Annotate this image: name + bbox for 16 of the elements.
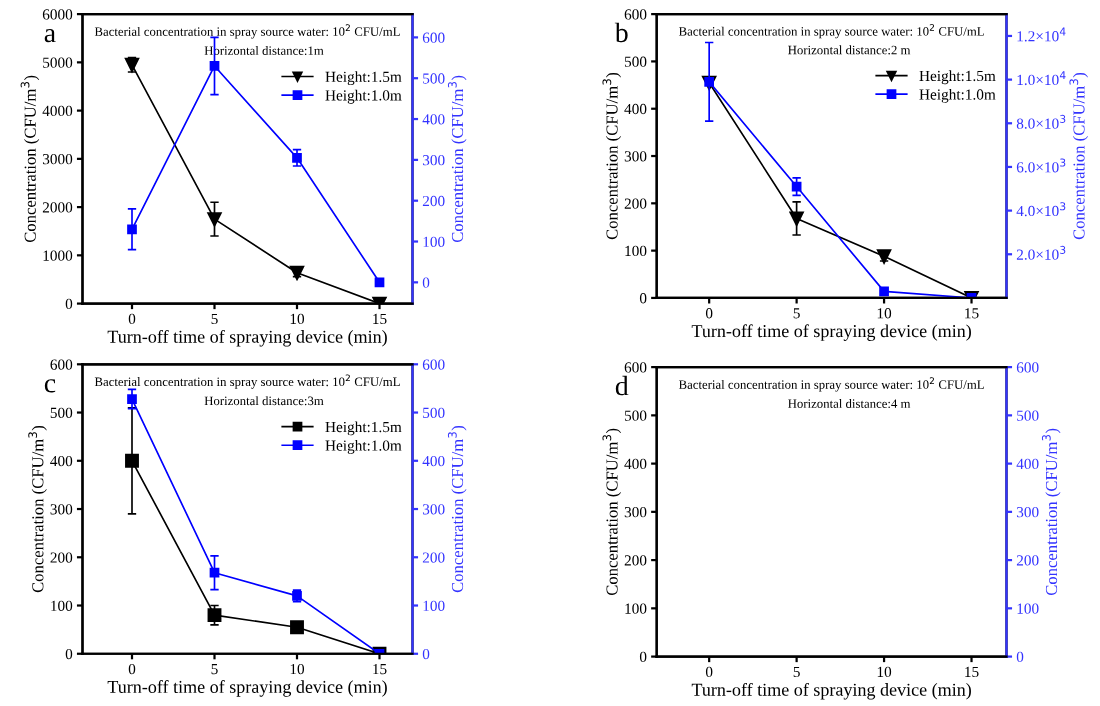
x-axis-title: Turn-off time of spraying device (min) <box>691 682 971 700</box>
text: c <box>44 379 56 393</box>
text: b <box>614 22 628 43</box>
x-axis-title: Turn-off time of spraying device (min) <box>107 329 387 347</box>
y2-axis-title: Concentration (CFU/m$^{3}$) <box>447 75 467 243</box>
text: d <box>615 375 629 396</box>
y-axis-title: Concentration (CFU/m$^{3}$) <box>602 72 622 240</box>
y2-axis-title: Concentration (CFU/m$^{3}$) <box>447 425 467 593</box>
y-axis-title: Concentration (CFU/m$^{3}$) <box>20 75 40 243</box>
text: a <box>44 29 56 43</box>
y-axis-title: Concentration (CFU/m$^{3}$) <box>28 425 47 593</box>
y2-axis-title: Concentration (CFU/m$^{3}$) <box>1041 428 1061 596</box>
x-axis-title: Turn-off time of spraying device (min) <box>107 680 387 697</box>
y-axis-title: Concentration (CFU/m$^{3}$) <box>602 428 622 596</box>
y2-axis-title: Concentration (CFU/m$^{3}$) <box>1069 72 1089 240</box>
x-axis-title: Turn-off time of spraying device (min) <box>691 324 971 341</box>
